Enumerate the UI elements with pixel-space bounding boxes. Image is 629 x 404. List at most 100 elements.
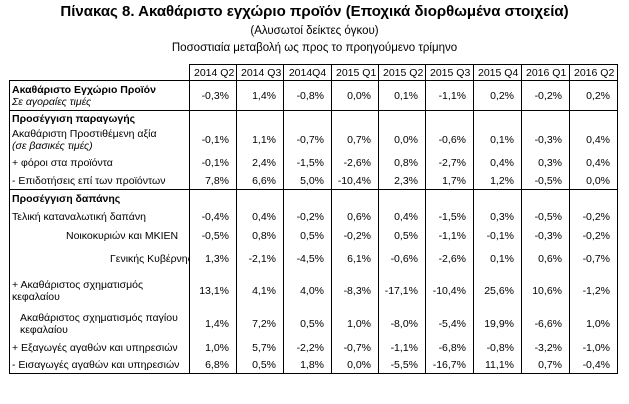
cell: 1,7% (425, 172, 474, 190)
cell: 11,1% (473, 357, 522, 374)
cell: 4,0% (283, 271, 332, 310)
cell: -0,5% (521, 207, 570, 227)
cell: 6,6% (236, 172, 284, 190)
table-row: Ακαθάριστη Προστιθέμενη αξία (σε βασικές… (9, 126, 618, 154)
cell: 1,4% (236, 80, 284, 111)
column-header: 2014 Q3 (236, 64, 284, 81)
cell: 0,4% (473, 153, 522, 173)
cell: 1,1% (236, 126, 284, 154)
cell: -0,2% (331, 226, 379, 246)
cell: 1,0% (331, 309, 379, 339)
table-row: + Ακαθάριστος σχηματισμός κεφαλαίου 13,1… (9, 271, 618, 310)
cell: -2,1% (236, 245, 284, 272)
cell: -0,2% (283, 207, 332, 227)
cell: -0,7% (283, 126, 332, 154)
table-row: - Εισαγωγές αγαθών και υπηρεσιών 6,8% 0,… (9, 357, 618, 374)
cell: 4,1% (236, 271, 284, 310)
cell: -3,2% (521, 338, 570, 358)
cell: -8,0% (378, 309, 426, 339)
cell: 0,1% (378, 80, 426, 111)
cell: -0,2% (521, 80, 570, 111)
row-label: + Εξαγωγές αγαθών και υπηρεσιών (9, 338, 190, 358)
cell: 0,5% (283, 309, 332, 339)
cell: 0,1% (473, 126, 522, 154)
cell: 6,1% (331, 245, 379, 272)
cell: 0,3% (521, 153, 570, 173)
cell: -0,2% (569, 226, 618, 246)
column-header: 2016 Q1 (521, 64, 570, 81)
cell: 1,0% (569, 309, 618, 339)
row-label: + Ακαθάριστος σχηματισμός κεφαλαίου (9, 271, 190, 310)
table-row: Νοικοκυριών και ΜΚΙΕΝ -0,5% 0,8% 0,5% -0… (9, 226, 618, 246)
cell: -0,3% (521, 226, 570, 246)
column-header: 2014Q4 (283, 64, 332, 81)
cell: 0,0% (331, 80, 379, 111)
cell: -1,1% (378, 338, 426, 358)
cell: 0,0% (569, 172, 618, 190)
cell: 0,6% (331, 207, 379, 227)
cell: 1,2% (473, 172, 522, 190)
cell: 1,0% (189, 338, 237, 358)
cell: -2,2% (283, 338, 332, 358)
header-row: 2014 Q2 2014 Q3 2014Q4 2015 Q1 2015 Q2 2… (9, 64, 618, 81)
cell: -0,3% (521, 126, 570, 154)
table-row: Ακαθάριστος σχηματισμός παγίου κεφαλαίου… (9, 309, 618, 339)
section-header-row: Προσέγγιση παραγωγής (9, 110, 618, 127)
column-header: 2015 Q4 (473, 64, 522, 81)
cell: 2,3% (378, 172, 426, 190)
cell: -2,6% (331, 153, 379, 173)
cell: 0,7% (331, 126, 379, 154)
cell: -8,3% (331, 271, 379, 310)
cell: 1,3% (189, 245, 237, 272)
cell: -0,4% (569, 357, 618, 374)
row-label: - Εισαγωγές αγαθών και υπηρεσιών (9, 357, 190, 374)
cell: -0,2% (569, 207, 618, 227)
cell: -17,1% (378, 271, 426, 310)
table-row: - Επιδοτήσεις επί των προϊόντων 7,8% 6,6… (9, 172, 618, 190)
table-title: Πίνακας 8. Ακαθάριστο εγχώριο προϊόν (Επ… (60, 3, 569, 20)
cell: 0,0% (331, 357, 379, 374)
cell: -2,6% (425, 245, 474, 272)
section-label: Προσέγγιση παραγωγής (9, 110, 190, 127)
cell: -1,2% (569, 271, 618, 310)
row-label: Νοικοκυριών και ΜΚΙΕΝ (9, 226, 190, 246)
cell: -0,7% (331, 338, 379, 358)
table-note: Ποσοστιαία μεταβολή ως προς το προηγούμε… (171, 42, 458, 54)
cell: -6,8% (425, 338, 474, 358)
header-corner (9, 64, 190, 81)
cell: 0,3% (473, 207, 522, 227)
cell: 7,8% (189, 172, 237, 190)
section-header-row: Προσέγγιση δαπάνης (9, 189, 618, 208)
cell: -5,4% (425, 309, 474, 339)
cell: -0,8% (473, 338, 522, 358)
row-label: Γενικής Κυβέρνησης (9, 245, 190, 272)
cell: 13,1% (189, 271, 237, 310)
cell: 0,1% (473, 245, 522, 272)
cell: -10,4% (331, 172, 379, 190)
cell: -0,6% (378, 245, 426, 272)
cell: -0,1% (189, 126, 237, 154)
cell: -0,6% (425, 126, 474, 154)
cell: 1,8% (283, 357, 332, 374)
cell: 1,4% (189, 309, 237, 339)
cell: -0,4% (189, 207, 237, 227)
cell: -1,5% (425, 207, 474, 227)
row-label: Ακαθάριστη Προστιθέμενη αξία (σε βασικές… (9, 126, 190, 154)
cell: -16,7% (425, 357, 474, 374)
table-row: + φόροι στα προϊόντα -0,1% 2,4% -1,5% -2… (9, 153, 618, 173)
cell: 0,4% (378, 207, 426, 227)
cell: -0,3% (189, 80, 237, 111)
column-header: 2015 Q3 (425, 64, 474, 81)
column-header: 2014 Q2 (189, 64, 237, 81)
cell: 0,5% (378, 226, 426, 246)
cell: 5,0% (283, 172, 332, 190)
cell: -0,1% (189, 153, 237, 173)
table-subtitle: (Αλυσωτοί δείκτες όγκου) (250, 25, 379, 37)
cell: 7,2% (236, 309, 284, 339)
cell: -0,1% (473, 226, 522, 246)
cell: 0,2% (473, 80, 522, 111)
cell: 0,8% (378, 153, 426, 173)
cell: -4,5% (283, 245, 332, 272)
cell: 0,8% (236, 226, 284, 246)
